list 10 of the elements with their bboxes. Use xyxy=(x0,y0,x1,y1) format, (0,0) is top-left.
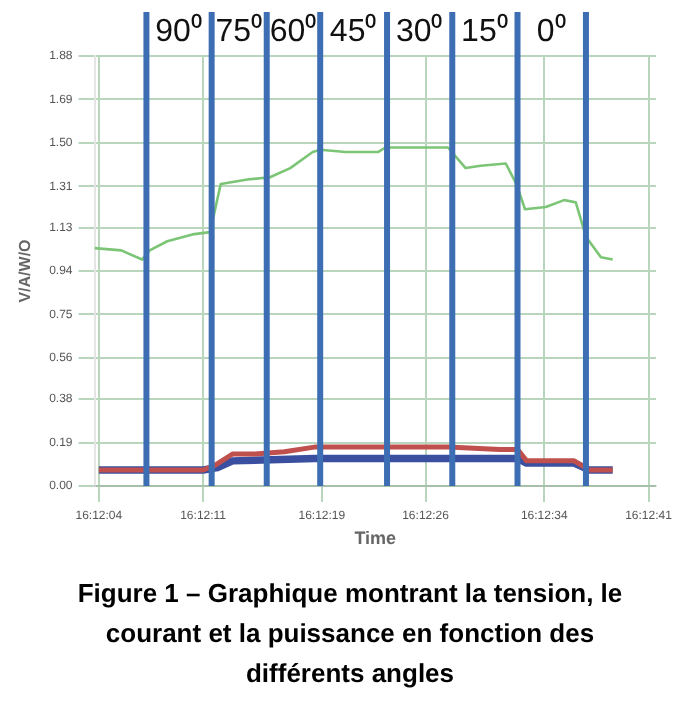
text: 15⁰ xyxy=(461,12,509,49)
text: 30⁰ xyxy=(395,12,444,49)
caption: Figure 1 – Graphique montrant la tension, le courant et la puissance en fonction des différents angles xyxy=(75,576,625,692)
x-axis-title: Time xyxy=(354,528,397,549)
text: 75⁰ xyxy=(215,12,263,49)
text: 60⁰ xyxy=(269,12,318,49)
text: 90⁰ xyxy=(155,12,203,49)
text: 0⁰ xyxy=(536,12,567,49)
y-axis-title: V/A/W/O xyxy=(16,239,35,303)
text: 45⁰ xyxy=(329,12,378,49)
